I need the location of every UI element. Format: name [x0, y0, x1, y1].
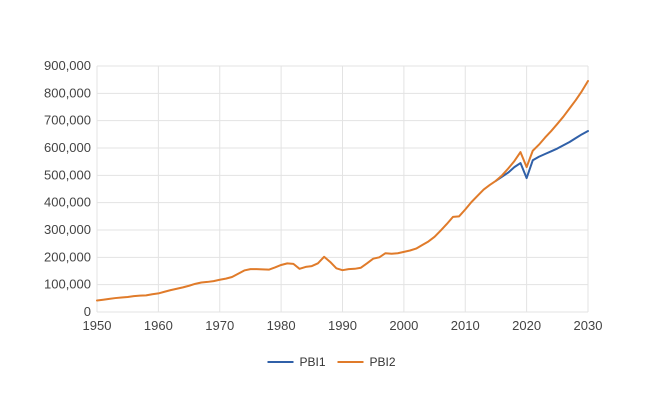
y-tick-label: 400,000	[44, 195, 91, 210]
y-tick-label: 300,000	[44, 222, 91, 237]
y-tick-label: 800,000	[44, 85, 91, 100]
series-layer	[96, 80, 589, 302]
x-axis-labels: 1950 1960 1970 1980 1990 2000 2010 2020 2030	[83, 318, 603, 333]
x-tick-label: 1990	[328, 318, 357, 333]
y-tick-label: 100,000	[44, 277, 91, 292]
legend-label-pbi1: PBI1	[300, 355, 326, 369]
x-tick-label: 2030	[574, 318, 603, 333]
grid	[96, 65, 589, 313]
x-tick-label: 1980	[267, 318, 296, 333]
y-tick-label: 600,000	[44, 140, 91, 155]
y-tick-label: 700,000	[44, 113, 91, 128]
y-tick-label: 900,000	[44, 58, 91, 73]
x-tick-label: 1950	[83, 318, 112, 333]
y-tick-label: 0	[84, 304, 91, 319]
x-tick-label: 2000	[389, 318, 418, 333]
series-line-pbi1	[494, 130, 589, 182]
series-line-pbi2	[96, 80, 589, 302]
legend: PBI1 PBI2	[267, 355, 396, 369]
x-tick-label: 2020	[512, 318, 541, 333]
y-tick-label: 200,000	[44, 249, 91, 264]
x-tick-label: 1970	[205, 318, 234, 333]
legend-label-pbi2: PBI2	[370, 355, 396, 369]
y-axis-labels: 0 100,000 200,000 300,000 400,000 500,000 600,…	[44, 58, 91, 319]
y-tick-label: 500,000	[44, 167, 91, 182]
x-tick-label: 1960	[144, 318, 173, 333]
x-tick-label: 2010	[451, 318, 480, 333]
